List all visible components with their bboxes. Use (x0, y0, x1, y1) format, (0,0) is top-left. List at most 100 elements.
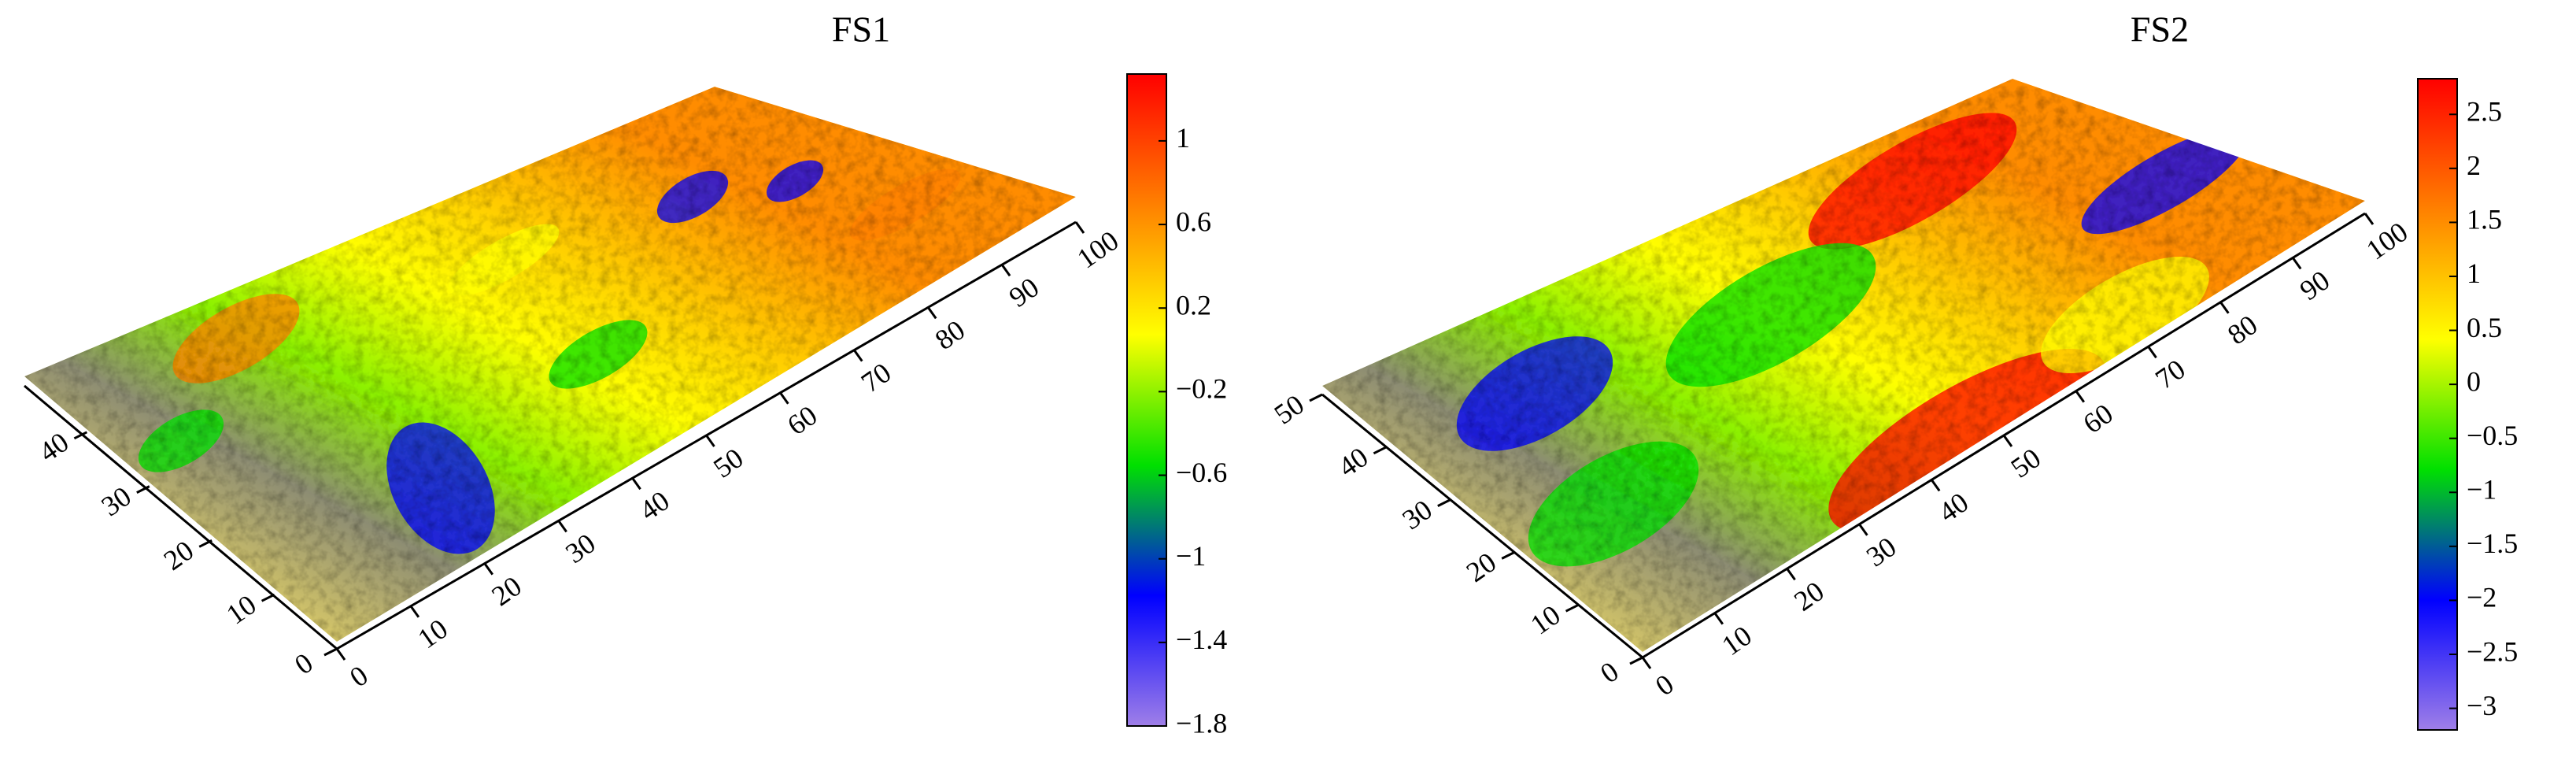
y-tick-label: 30 (1396, 494, 1437, 535)
colorbar-tick-label: 1 (1176, 122, 1190, 154)
y-tick (1501, 551, 1515, 560)
surface-shade (24, 87, 1076, 642)
y-tick (1565, 603, 1580, 613)
x-tick-label: 20 (486, 570, 527, 612)
x-tick-label: 100 (1071, 224, 1124, 275)
surface-patch (766, 160, 824, 202)
y-tick (261, 593, 275, 602)
y-tick (1373, 446, 1388, 455)
surface-patch (1808, 113, 2017, 250)
surface (24, 87, 1076, 642)
y-tick-label: 0 (289, 646, 319, 680)
y-tick (1629, 656, 1643, 665)
x-tick-label: 80 (2222, 309, 2263, 350)
colorbar-tick-label: −0.5 (2467, 420, 2518, 451)
colorbar-tick-label: 0.2 (1176, 289, 1211, 320)
x-tick (1858, 523, 1868, 536)
colorbar-tick-label: 2 (2467, 150, 2481, 181)
y-axis-line (1321, 393, 1643, 659)
x-tick-label: 40 (1933, 487, 1974, 528)
surface-patch (1528, 441, 1699, 567)
x-tick-label: 10 (1716, 620, 1757, 661)
x-tick-label: 60 (2077, 398, 2118, 439)
colorbar-tick-label: 0.5 (2467, 312, 2502, 343)
surface-patch (849, 169, 961, 241)
y-tick-label: 20 (158, 535, 199, 576)
x-tick-label: 50 (2005, 442, 2046, 483)
x-tick (2147, 346, 2157, 359)
x-tick (1930, 479, 1941, 492)
x-tick-label: 20 (1788, 575, 1829, 617)
x-tick (335, 648, 346, 661)
y-tick (136, 485, 150, 494)
x-tick-label: 70 (2149, 353, 2190, 394)
y-tick-label: 10 (1525, 598, 1565, 640)
x-tick-label: 60 (782, 399, 822, 441)
surface-patch (1665, 243, 1876, 387)
colorbar-tick-label: 1.5 (2467, 204, 2502, 235)
y-tick-label: 50 (1269, 388, 1310, 430)
surface-patch (1456, 336, 1613, 451)
y-tick-label: 20 (1461, 546, 1502, 588)
colorbar (2417, 78, 2458, 731)
surface-patch (448, 224, 560, 296)
y-tick (1437, 498, 1451, 507)
x-tick (2219, 301, 2230, 314)
x-tick-label: 50 (708, 442, 748, 483)
x-tick (631, 477, 641, 491)
x-tick-label: 10 (412, 613, 453, 654)
y-axis-line (24, 384, 338, 650)
colorbar-tick-label: −0.6 (1176, 457, 1227, 488)
x-tick (557, 520, 567, 533)
x-tick-label: 0 (1650, 668, 1680, 702)
y-tick-label: 30 (95, 480, 136, 522)
colorbar-tick-label: −2.5 (2467, 635, 2518, 667)
x-tick (409, 605, 420, 618)
colorbar-tick-label: −2 (2467, 582, 2497, 613)
surface-patch (2041, 257, 2209, 373)
x-tick-label: 30 (1861, 531, 1902, 572)
y-tick-label: 40 (1332, 441, 1373, 483)
x-tick (2363, 213, 2375, 225)
surface-patch (1828, 349, 2107, 533)
colorbar-tick-label: 0.6 (1176, 206, 1211, 237)
panel-fs1: FS1 0 10 20 30 40 50 60 70 80 90 100 0 10 20 30 40 1 0.6 0… (24, 9, 1227, 739)
colorbar-tick-label: −1.8 (1176, 707, 1227, 739)
x-tick (1641, 657, 1652, 669)
surface (1322, 79, 2365, 652)
x-tick (705, 435, 715, 447)
colorbar-tick-label: −1 (1176, 540, 1206, 572)
y-tick (73, 431, 88, 440)
chart-title: FS1 (832, 9, 890, 50)
x-tick (1713, 612, 1724, 625)
x-tick-label: 40 (634, 484, 674, 526)
x-tick (853, 349, 863, 362)
surface-patch (656, 170, 729, 224)
surface-patch (386, 422, 495, 554)
colorbar-tick-label: −1 (2467, 474, 2497, 506)
x-tick (1000, 264, 1011, 277)
x-tick (2291, 257, 2302, 270)
surface-patch (138, 409, 224, 472)
surface-patch (2081, 128, 2248, 235)
y-tick (323, 647, 338, 657)
x-tick-label: 90 (2294, 265, 2335, 306)
y-tick-label: 40 (33, 426, 74, 468)
colorbar-tick-label: 2.5 (2467, 96, 2502, 128)
x-tick-label: 0 (344, 659, 374, 693)
y-tick (198, 539, 213, 548)
colorbar-tick-label: −1.5 (2467, 528, 2518, 559)
colorbar-tick-label: −3 (2467, 690, 2497, 721)
x-tick (2002, 435, 2013, 447)
x-tick (779, 391, 789, 405)
colorbar-tick-label: 0 (2467, 365, 2481, 397)
panel-fs2: FS2 0102030405060708090100010203040502.5… (1269, 9, 2518, 731)
chart-title: FS2 (2131, 9, 2189, 50)
x-tick-label: 80 (930, 314, 970, 356)
colorbar-tick-label: 1 (2467, 257, 2481, 289)
y-tick (1309, 393, 1323, 402)
surface-patch (172, 294, 300, 383)
x-tick (2075, 390, 2086, 403)
x-tick (483, 562, 494, 576)
